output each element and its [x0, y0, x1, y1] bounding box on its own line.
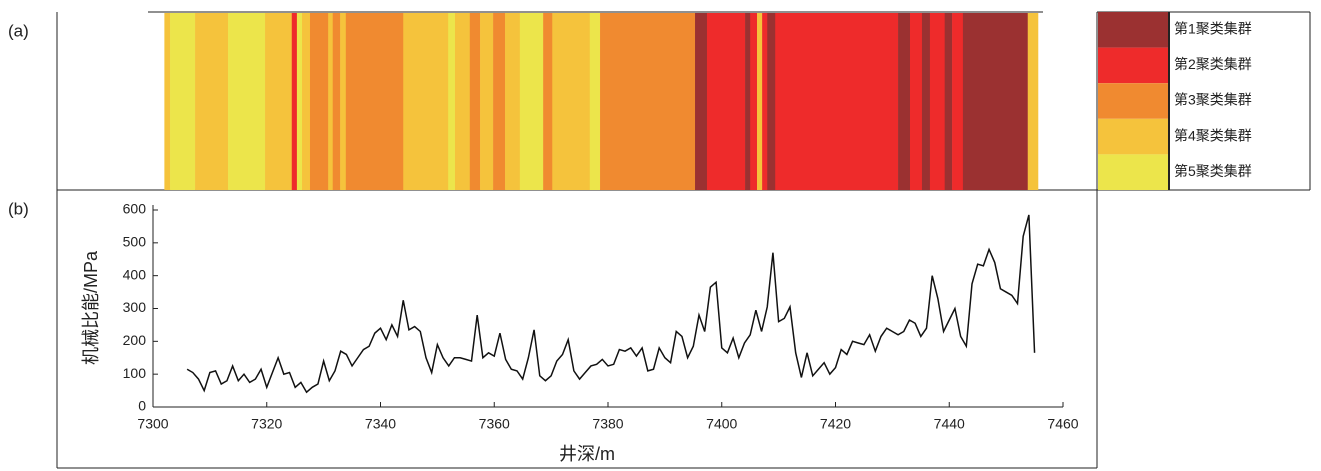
cluster-segment — [750, 13, 758, 190]
x-tick-label: 7340 — [365, 416, 396, 432]
cluster-segment — [164, 13, 171, 190]
cluster-segment — [962, 13, 1029, 190]
cluster-segment — [552, 13, 591, 190]
cluster-segment — [543, 13, 553, 190]
legend-label: 第3聚类集群 — [1174, 92, 1252, 108]
legend-swatch — [1098, 47, 1168, 84]
legend-label: 第4聚类集群 — [1174, 127, 1252, 143]
cluster-segment — [767, 13, 776, 190]
y-tick-label: 200 — [123, 332, 147, 348]
x-tick-label: 7420 — [820, 416, 851, 432]
y-tick-label: 0 — [138, 398, 146, 414]
legend-swatch — [1098, 12, 1168, 48]
y-tick-label: 400 — [123, 266, 147, 282]
legend-swatch — [1098, 83, 1168, 119]
cluster-segment — [455, 13, 471, 190]
cluster-segment — [302, 13, 311, 190]
x-axis-label: 井深/m — [559, 444, 615, 464]
cluster-segment — [480, 13, 494, 190]
cluster-segment — [898, 13, 911, 190]
cluster-segment — [921, 13, 931, 190]
cluster-segment — [448, 13, 456, 190]
x-tick-label: 7460 — [1047, 416, 1078, 432]
x-tick-label: 7360 — [479, 416, 510, 432]
x-tick-label: 7440 — [934, 416, 965, 432]
cluster-segment — [340, 13, 347, 190]
cluster-segment — [345, 13, 404, 190]
cluster-segment — [944, 13, 953, 190]
cluster-segment — [1027, 13, 1039, 190]
cluster-segment — [469, 13, 481, 190]
y-tick-label: 300 — [123, 299, 147, 315]
cluster-segment — [695, 13, 708, 190]
cluster-segment — [600, 13, 696, 190]
panel-label: (b) — [8, 199, 29, 218]
cluster-segment — [291, 13, 298, 190]
cluster-segment — [589, 13, 601, 190]
x-tick-label: 7300 — [137, 416, 168, 432]
cluster-segment — [775, 13, 899, 190]
cluster-segment — [265, 13, 293, 190]
cluster-segment — [332, 13, 341, 190]
legend-label: 第2聚类集群 — [1174, 56, 1252, 72]
cluster-segment — [745, 13, 751, 190]
y-tick-label: 500 — [123, 234, 147, 250]
legend-swatch — [1098, 154, 1168, 190]
cluster-segment — [706, 13, 746, 190]
legend-swatch — [1098, 118, 1168, 155]
cluster-segment — [519, 13, 544, 190]
cluster-segment — [328, 13, 334, 190]
cluster-segment — [228, 13, 266, 190]
cluster-segment — [757, 13, 763, 190]
cluster-segment — [403, 13, 449, 190]
y-tick-label: 100 — [123, 365, 147, 381]
cluster-segment — [910, 13, 923, 190]
cluster-segment — [505, 13, 521, 190]
cluster-segment — [309, 13, 329, 190]
cluster-segment — [195, 13, 229, 190]
legend-label: 第5聚类集群 — [1174, 163, 1252, 179]
cluster-segment — [952, 13, 964, 190]
x-tick-label: 7400 — [706, 416, 737, 432]
data-line — [186, 214, 1036, 394]
cluster-segment — [170, 13, 196, 190]
y-axis-label: 机械比能/MPa — [81, 250, 101, 365]
cluster-segment — [762, 13, 768, 190]
cluster-segment — [929, 13, 945, 190]
cluster-segment — [296, 13, 303, 190]
x-tick-label: 7320 — [251, 416, 282, 432]
x-tick-label: 7380 — [592, 416, 623, 432]
cluster-segment — [493, 13, 506, 190]
y-tick-label: 600 — [123, 201, 147, 217]
panel-label: (a) — [8, 21, 29, 40]
legend-label: 第1聚类集群 — [1174, 21, 1252, 37]
